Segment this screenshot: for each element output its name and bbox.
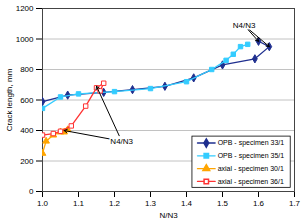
svg-text:600: 600 [20, 96, 34, 105]
svg-text:N4/N3: N4/N3 [110, 137, 133, 146]
svg-text:1.7: 1.7 [289, 199, 301, 208]
svg-text:axial - specimen 30/1: axial - specimen 30/1 [218, 165, 284, 173]
svg-text:1.2: 1.2 [109, 199, 121, 208]
svg-text:1.5: 1.5 [217, 199, 229, 208]
svg-text:200: 200 [20, 157, 34, 166]
svg-text:400: 400 [20, 126, 34, 135]
svg-text:1000: 1000 [16, 35, 34, 44]
svg-text:800: 800 [20, 65, 34, 74]
svg-text:axial - specimen 36/1: axial - specimen 36/1 [218, 178, 284, 186]
svg-text:1.6: 1.6 [253, 199, 265, 208]
svg-text:OPB - specimen 35/1: OPB - specimen 35/1 [218, 152, 285, 160]
svg-text:N/N3: N/N3 [159, 211, 178, 220]
svg-text:Crack length, mm: Crack length, mm [5, 68, 14, 131]
svg-text:1200: 1200 [16, 4, 34, 13]
svg-text:N4/N3: N4/N3 [233, 21, 256, 30]
svg-text:0: 0 [29, 187, 34, 196]
svg-text:1.4: 1.4 [181, 199, 193, 208]
svg-text:OPB - specimen 33/1: OPB - specimen 33/1 [218, 139, 285, 147]
svg-text:1.3: 1.3 [145, 199, 157, 208]
svg-text:1.1: 1.1 [73, 199, 85, 208]
svg-text:1.0: 1.0 [37, 199, 49, 208]
